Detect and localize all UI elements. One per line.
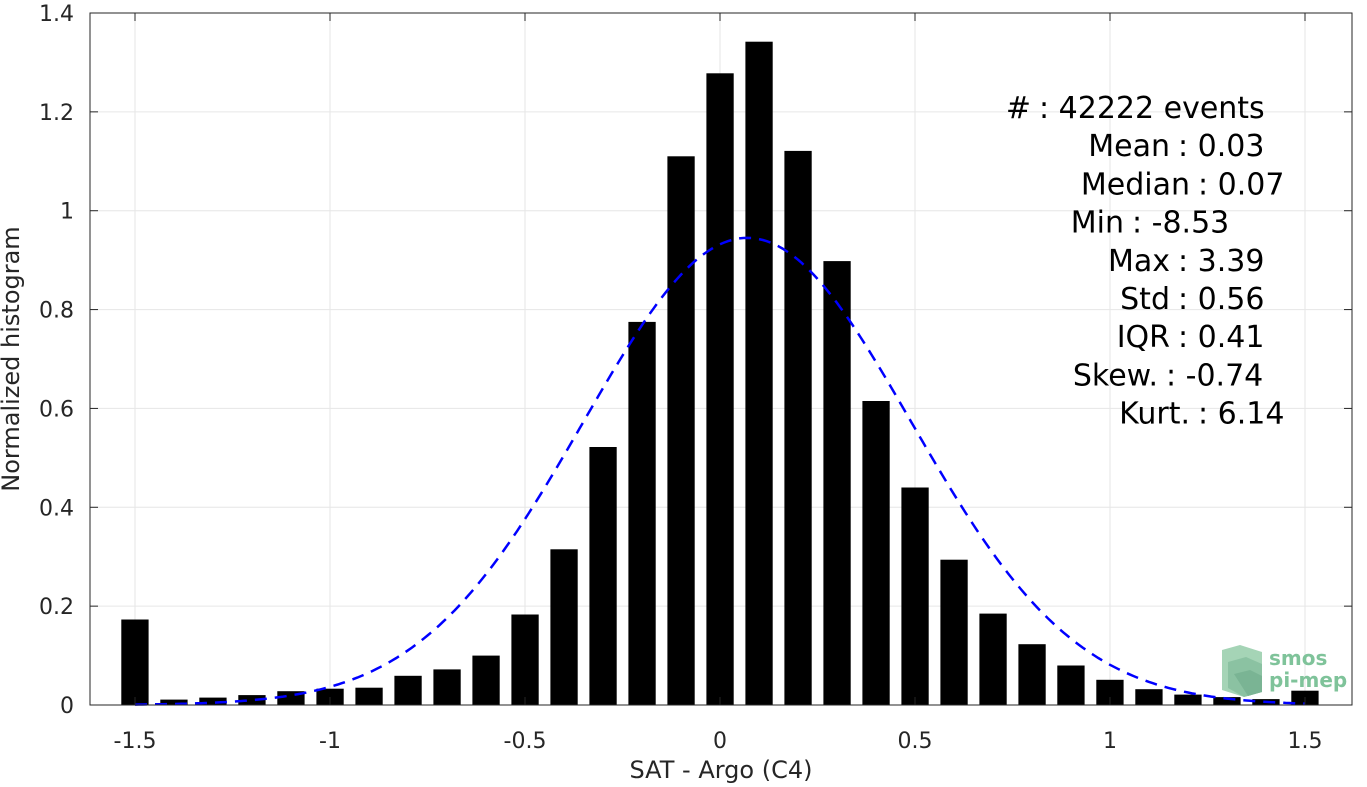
logo-mark-icon [1222,645,1262,697]
y-tick-label: 0.4 [39,496,74,521]
stat-value: : 0.56 [1178,282,1264,317]
histogram-bar [1213,697,1241,705]
x-tick-label: -0.5 [504,729,547,754]
stat-label: Skew. [1073,358,1158,393]
stat-label: Kurt. [1119,397,1190,432]
x-tick-label: -1 [319,729,341,754]
x-tick-label: 0.5 [898,729,933,754]
logo-line-1: smos [1269,646,1327,670]
stat-value: : 6.14 [1198,397,1284,432]
histogram-bar [199,697,227,705]
histogram-bar [433,669,461,705]
histogram-bar [121,619,149,705]
histogram-bar [472,655,500,705]
histogram-bar [784,150,812,705]
y-tick-labels: 0 0.2 0.4 0.6 0.8 1 1.2 1.4 [39,2,74,719]
histogram-bar [979,613,1007,705]
stat-label: Max [1108,244,1170,279]
histogram-bar [316,688,344,705]
histogram-bar [589,447,617,705]
x-tick-label: -1.5 [114,729,157,754]
stat-value: : 0.03 [1178,129,1264,164]
ticks [90,12,1352,706]
histogram-bar [1057,665,1085,705]
histogram-bar [1135,689,1163,705]
stat-label: Median [1081,167,1190,202]
y-tick-label: 0.8 [39,299,74,324]
histogram-bar [238,695,266,705]
histogram-bar [745,41,773,705]
y-tick-label: 1.2 [39,101,74,126]
x-tick-label: 1.5 [1288,729,1323,754]
histogram-bar [667,156,695,706]
histogram-bar [940,559,968,705]
plot-frame [89,12,1353,706]
histogram-bar [550,549,578,705]
histogram-bar [823,261,851,705]
histogram-bar [511,614,539,705]
logo-line-2: pi-mep [1269,668,1347,692]
y-tick-label: 0.2 [39,595,74,620]
x-tick-label: 0 [713,729,727,754]
stat-label: Min [1071,206,1124,241]
y-tick-label: 0.6 [39,397,74,422]
stat-label: Mean [1088,129,1170,164]
histogram-bar [160,699,188,705]
stat-label: # [1006,91,1031,126]
histogram-bar [862,401,890,705]
y-axis-label: Normalized histogram [0,226,25,491]
stat-value: : 0.07 [1198,167,1284,202]
stat-value: : -0.74 [1166,358,1263,393]
y-tick-label: 1 [60,200,74,225]
x-tick-label: 1 [1103,729,1117,754]
stat-value: : 3.39 [1178,244,1264,279]
histogram-bar [1174,694,1202,705]
x-axis-label: SAT - Argo (C4) [630,756,813,784]
logo: smos pi-mep [1222,645,1347,697]
stat-label: Std [1120,282,1170,317]
histogram-bar [1018,644,1046,705]
y-tick-label: 0 [60,694,74,719]
histogram-bar [628,321,656,705]
histogram-bar [901,487,929,705]
histogram-bar [706,73,734,706]
gaussian-fit-curve [134,236,1306,706]
y-tick-label: 1.4 [39,2,74,27]
stat-value: : 42222 events [1039,91,1265,126]
x-tick-labels: -1.5 -1 -0.5 0 0.5 1 1.5 [114,729,1323,754]
histogram-bar [394,675,422,705]
histogram-bar [355,687,383,705]
stat-label: IQR [1117,320,1170,355]
stat-value: : 0.41 [1178,320,1264,355]
stat-value: : -8.53 [1132,206,1229,241]
